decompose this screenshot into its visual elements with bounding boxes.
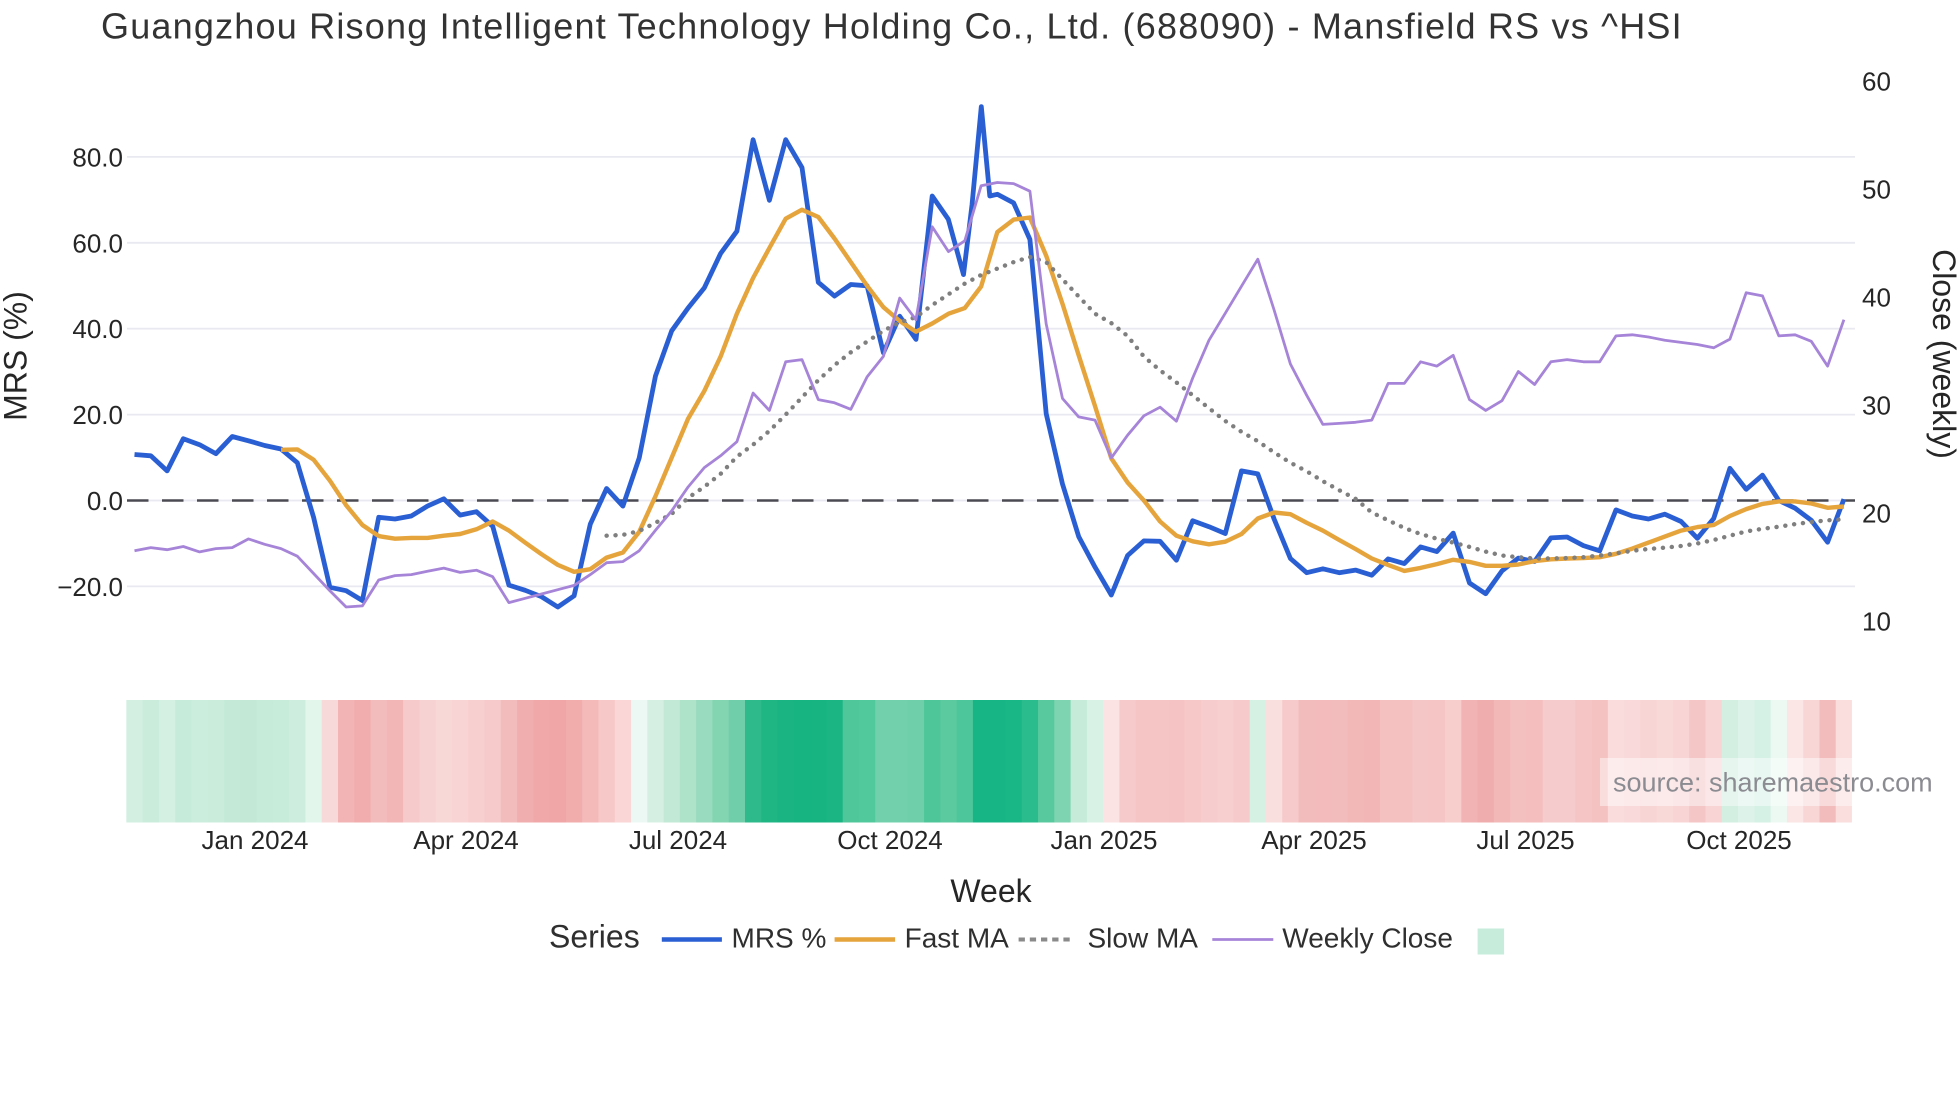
svg-text:50: 50 — [1862, 175, 1891, 205]
svg-text:10: 10 — [1862, 607, 1891, 637]
svg-text:20: 20 — [1862, 499, 1891, 529]
svg-text:Jan 2024: Jan 2024 — [202, 825, 309, 855]
svg-text:source: sharemaestro.com: source: sharemaestro.com — [1613, 768, 1933, 798]
svg-text:−20.0: −20.0 — [57, 572, 123, 602]
svg-text:20.0: 20.0 — [72, 400, 123, 430]
svg-text:0.0: 0.0 — [87, 486, 123, 516]
svg-text:MRS (%): MRS (%) — [0, 291, 34, 421]
svg-text:60: 60 — [1862, 67, 1891, 97]
svg-text:40.0: 40.0 — [72, 314, 123, 344]
svg-text:Oct 2025: Oct 2025 — [1686, 825, 1792, 855]
svg-text:Close (weekly): Close (weekly) — [1926, 249, 1960, 459]
svg-text:Apr 2025: Apr 2025 — [1261, 825, 1367, 855]
svg-text:80.0: 80.0 — [72, 142, 123, 172]
svg-text:Jul 2025: Jul 2025 — [1476, 825, 1574, 855]
svg-text:Week: Week — [950, 873, 1032, 909]
svg-text:Weekly Close: Weekly Close — [1282, 923, 1453, 954]
svg-text:Jan 2025: Jan 2025 — [1051, 825, 1158, 855]
svg-text:MRS %: MRS % — [732, 923, 827, 954]
svg-text:Slow MA: Slow MA — [1088, 923, 1199, 954]
svg-text:40: 40 — [1862, 283, 1891, 313]
svg-text:Oct 2024: Oct 2024 — [837, 825, 943, 855]
svg-text:Jul 2024: Jul 2024 — [629, 825, 727, 855]
svg-text:Apr 2024: Apr 2024 — [413, 825, 519, 855]
svg-text:Guangzhou Risong Intelligent T: Guangzhou Risong Intelligent Technology … — [101, 6, 1683, 47]
svg-text:Series: Series — [549, 919, 640, 955]
svg-text:60.0: 60.0 — [72, 228, 123, 258]
svg-text:Fast MA: Fast MA — [905, 923, 1010, 954]
svg-text:30: 30 — [1862, 391, 1891, 421]
